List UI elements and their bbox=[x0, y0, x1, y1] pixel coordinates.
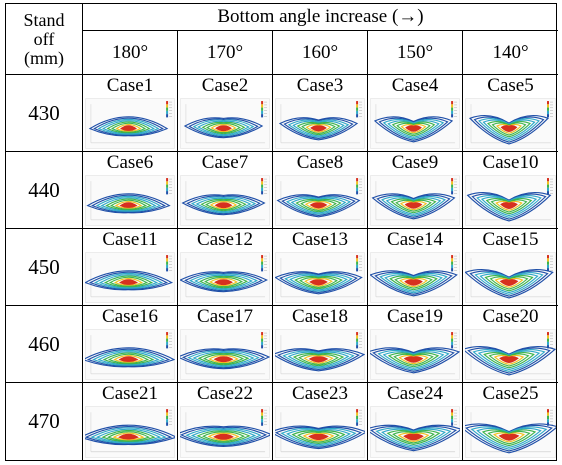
angle-header: 140° bbox=[463, 31, 558, 75]
case-cell: Case7 bbox=[178, 152, 273, 229]
contour-plot-image bbox=[275, 98, 365, 149]
case-label: Case17 bbox=[197, 306, 253, 327]
case-cell: Case15 bbox=[463, 229, 558, 306]
case-label: Case19 bbox=[387, 306, 443, 327]
case-label: Case5 bbox=[487, 75, 534, 96]
contour-plot-image bbox=[370, 252, 460, 303]
standoff-value: 470 bbox=[6, 383, 83, 460]
case-cell: Case21 bbox=[83, 383, 178, 460]
case-label: Case15 bbox=[482, 229, 539, 250]
stand-off-header: Stand off (mm) bbox=[6, 4, 83, 75]
case-cell: Case6 bbox=[83, 152, 178, 229]
case-label: Case16 bbox=[102, 306, 158, 327]
case-label: Case24 bbox=[387, 383, 443, 404]
contour-plot-image bbox=[465, 98, 556, 149]
case-cell: Case14 bbox=[368, 229, 463, 306]
case-cell: Case5 bbox=[463, 75, 558, 152]
contour-plot-image bbox=[275, 329, 365, 380]
contour-plot-image bbox=[180, 98, 270, 149]
case-label: Case10 bbox=[482, 152, 539, 173]
case-cell: Case24 bbox=[368, 383, 463, 460]
case-label: Case23 bbox=[292, 383, 348, 404]
contour-plot-image bbox=[465, 175, 556, 226]
case-cell: Case1 bbox=[83, 75, 178, 152]
contour-plot-image bbox=[370, 329, 460, 380]
case-cell: Case10 bbox=[463, 152, 558, 229]
case-label: Case6 bbox=[106, 152, 154, 173]
case-label: Case8 bbox=[296, 152, 344, 173]
case-label: Case22 bbox=[197, 383, 253, 404]
case-label: Case2 bbox=[201, 75, 249, 96]
angle-header: 160° bbox=[273, 31, 368, 75]
case-cell: Case19 bbox=[368, 306, 463, 383]
case-label: Case9 bbox=[391, 152, 439, 173]
case-cell: Case22 bbox=[178, 383, 273, 460]
case-label: Case20 bbox=[482, 306, 539, 327]
standoff-value: 440 bbox=[6, 152, 83, 229]
contour-plot-image bbox=[180, 175, 270, 226]
case-cell: Case12 bbox=[178, 229, 273, 306]
contour-plot-image bbox=[370, 175, 460, 226]
contour-plot-image bbox=[370, 406, 460, 458]
contour-plot-image bbox=[180, 329, 270, 380]
case-label: Case25 bbox=[482, 383, 539, 404]
standoff-value: 430 bbox=[6, 75, 83, 152]
case-label: Case7 bbox=[201, 152, 249, 173]
case-label: Case18 bbox=[292, 306, 348, 327]
contour-plot-image bbox=[370, 98, 460, 149]
case-cell: Case9 bbox=[368, 152, 463, 229]
contour-plot-image bbox=[85, 329, 175, 380]
case-cell: Case25 bbox=[463, 383, 558, 460]
contour-plot-image bbox=[275, 406, 365, 458]
case-label: Case21 bbox=[102, 383, 158, 404]
case-cell: Case3 bbox=[273, 75, 368, 152]
contour-plot-image bbox=[275, 252, 365, 303]
case-label: Case11 bbox=[102, 229, 158, 250]
standoff-value: 450 bbox=[6, 229, 83, 306]
case-cell: Case11 bbox=[83, 229, 178, 306]
case-cell: Case4 bbox=[368, 75, 463, 152]
case-label: Case12 bbox=[197, 229, 253, 250]
case-label: Case4 bbox=[391, 75, 439, 96]
contour-plot-image bbox=[85, 98, 175, 149]
contour-plot-image bbox=[465, 252, 556, 303]
case-cell: Case16 bbox=[83, 306, 178, 383]
angle-header: 150° bbox=[368, 31, 463, 75]
case-cell: Case18 bbox=[273, 306, 368, 383]
case-cell: Case23 bbox=[273, 383, 368, 460]
case-cell: Case20 bbox=[463, 306, 558, 383]
case-label: Case3 bbox=[296, 75, 344, 96]
contour-plot-image bbox=[180, 406, 270, 458]
contour-plot-image bbox=[85, 406, 175, 458]
case-cell: Case2 bbox=[178, 75, 273, 152]
case-label: Case1 bbox=[106, 75, 154, 96]
contour-plot-image bbox=[465, 329, 556, 380]
angle-header: 170° bbox=[178, 31, 273, 75]
bottom-angle-header: Bottom angle increase (→) bbox=[83, 4, 558, 31]
contour-plot-image bbox=[180, 252, 270, 303]
contour-plot-image bbox=[275, 175, 365, 226]
case-label: Case14 bbox=[387, 229, 443, 250]
contour-plot-image bbox=[85, 252, 175, 303]
case-cell: Case8 bbox=[273, 152, 368, 229]
contour-plot-image bbox=[465, 406, 556, 458]
contour-plot-image bbox=[85, 175, 175, 226]
case-label: Case13 bbox=[292, 229, 348, 250]
case-cell: Case13 bbox=[273, 229, 368, 306]
angle-header: 180° bbox=[83, 31, 178, 75]
case-cell: Case17 bbox=[178, 306, 273, 383]
results-table: Stand off (mm) Bottom angle increase (→)… bbox=[5, 3, 558, 461]
standoff-value: 460 bbox=[6, 306, 83, 383]
